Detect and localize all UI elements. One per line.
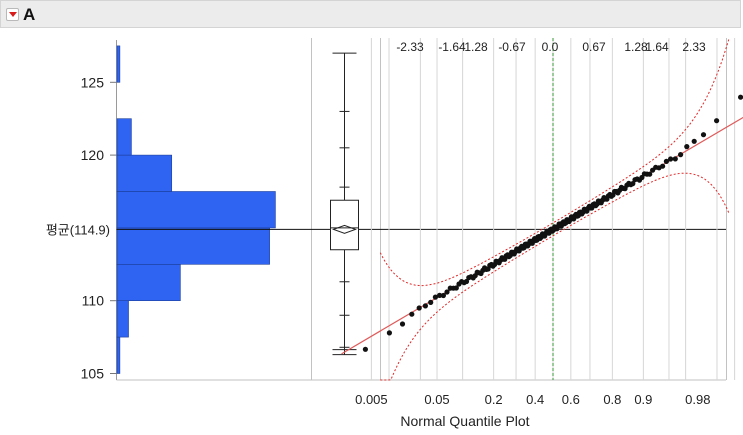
report-header: A — [0, 0, 741, 28]
probability-tick-label: 0.05 — [424, 392, 449, 407]
top-quantile-label: 1.64 — [645, 40, 669, 54]
top-quantile-label: -1.64 — [438, 40, 466, 54]
mean-diamond — [332, 224, 357, 234]
quantile-point — [428, 299, 434, 305]
quantile-point — [678, 152, 684, 158]
histogram-bar — [116, 154, 173, 192]
quantile-point — [362, 346, 368, 352]
y-tick-label: 120 — [81, 147, 105, 163]
probability-tick-label: 0.005 — [355, 392, 388, 407]
quantile-point — [668, 156, 674, 162]
top-quantile-label: 0.67 — [582, 40, 606, 54]
red-triangle-menu-icon[interactable] — [6, 8, 19, 21]
top-quantile-label: -2.33 — [396, 40, 424, 54]
mean-label: 평균(114.9) — [46, 222, 110, 237]
confidence-band-upper — [379, 37, 730, 287]
quantile-point — [639, 174, 645, 181]
probability-tick-label: 0.6 — [562, 392, 580, 407]
quantile-point — [691, 138, 697, 144]
quantile-point — [440, 292, 446, 299]
quantile-points — [362, 94, 743, 352]
top-quantile-label: 1.28 — [464, 40, 488, 54]
top-quantile-label: 2.33 — [682, 40, 706, 54]
x-axis-label: Normal Quantile Plot — [400, 413, 529, 429]
quantile-point — [386, 330, 392, 336]
y-tick-label: 125 — [81, 74, 105, 90]
top-quantile-label: 1.28 — [624, 40, 648, 54]
quantile-point — [463, 278, 470, 285]
quantile-point — [399, 321, 406, 327]
quantile-point — [660, 163, 666, 169]
y-tick-label: 105 — [81, 366, 105, 382]
quantile-point — [409, 311, 415, 317]
top-quantile-label: -0.67 — [498, 40, 526, 54]
quantile-point — [432, 294, 438, 300]
histogram-bar — [116, 263, 181, 301]
probability-tick-label: 0.2 — [485, 392, 503, 407]
quantile-point — [630, 181, 636, 187]
probability-tick-label: 0.98 — [685, 392, 710, 407]
histogram-bar — [116, 118, 132, 156]
quantile-point — [700, 132, 707, 138]
probability-tick-label: 0.4 — [526, 392, 544, 407]
report-title: A — [23, 5, 36, 24]
histogram-bar — [116, 300, 129, 338]
histogram-bar — [116, 227, 270, 265]
probability-tick-label: 0.9 — [634, 392, 652, 407]
quantile-point — [437, 292, 443, 298]
histogram-bar — [116, 45, 121, 83]
quantile-point — [714, 118, 720, 124]
quantile-point — [647, 171, 653, 177]
quantile-point — [444, 289, 450, 295]
quantile-point — [738, 94, 743, 100]
quantile-point — [672, 156, 678, 162]
quantile-point — [416, 305, 422, 311]
top-quantile-label: 0.0 — [542, 40, 559, 54]
histogram-bar — [116, 336, 121, 374]
confidence-band-lower — [380, 172, 730, 381]
quantile-point — [684, 144, 690, 150]
quantile-point — [453, 285, 459, 291]
histogram-bar — [116, 191, 276, 229]
y-tick-label: 110 — [82, 293, 105, 309]
quantile-point — [422, 303, 428, 309]
probability-tick-label: 0.8 — [603, 392, 621, 407]
quantile-point — [663, 158, 670, 164]
